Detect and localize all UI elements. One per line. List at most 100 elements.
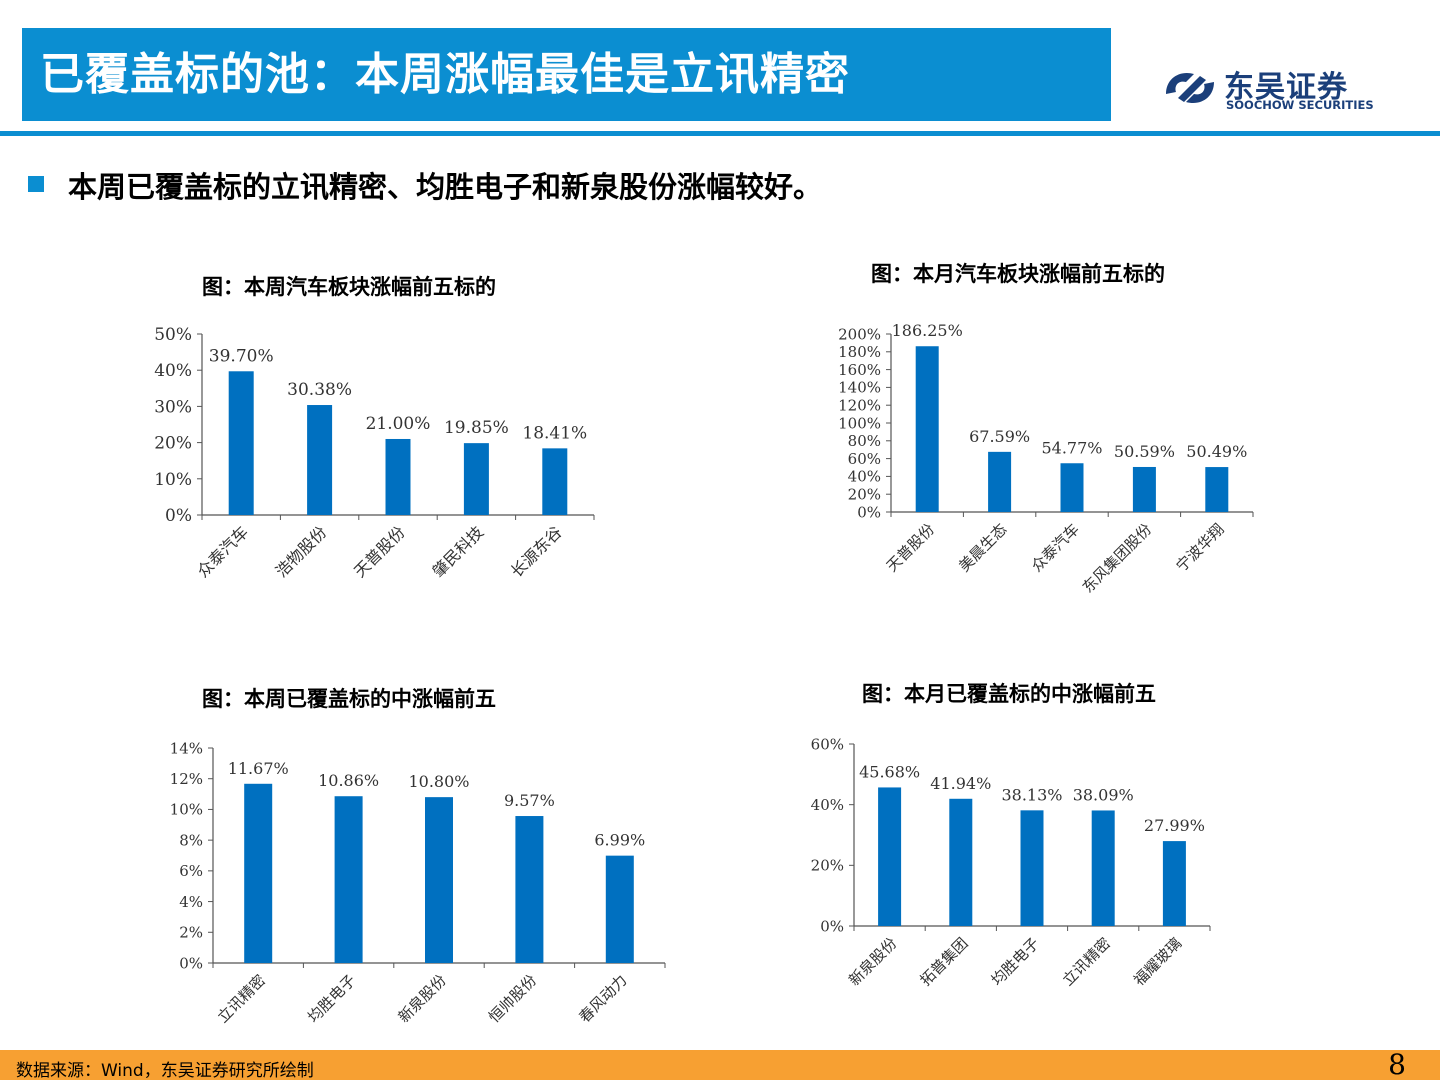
bar: [542, 448, 568, 515]
bullet-square: [28, 176, 44, 192]
y-tick-label: 0%: [179, 954, 203, 972]
data-label: 6.99%: [594, 831, 645, 850]
y-tick-label: 80%: [848, 432, 881, 450]
y-tick-label: 30%: [154, 397, 192, 417]
bar: [1132, 466, 1156, 512]
bar-chart-1: 0% 10% 20% 30% 40% 50% 39.70% 众泰汽车 30.38% 浩物股份 21.…: [154, 325, 595, 581]
logo-name-cn: 东吴证券: [1224, 70, 1348, 105]
y-tick-label: 8%: [179, 831, 203, 849]
bar: [1162, 841, 1186, 926]
y-tick-label: 2%: [179, 924, 203, 942]
header-divider: [0, 131, 1440, 136]
y-tick-label: 200%: [838, 325, 881, 343]
y-tick-label: 40%: [154, 361, 192, 381]
category-label: 众泰汽车: [193, 522, 252, 581]
y-tick-label: 6%: [179, 862, 203, 880]
y-tick-label: 0%: [165, 506, 192, 526]
data-label: 39.70%: [209, 346, 274, 366]
bar-chart-4: 0% 20% 40% 60% 45.68% 新泉股份 41.94% 拓普集团 38.13% 均胜电…: [811, 735, 1211, 989]
category-label: 美晨生态: [955, 520, 1010, 575]
category-label: 福耀玻璃: [1130, 934, 1185, 989]
y-tick-label: 50%: [154, 325, 192, 345]
category-label: 众泰汽车: [1028, 520, 1083, 575]
logo: 东吴证券 SOOCHOW SECURITIES: [1160, 60, 1374, 116]
data-label: 27.99%: [1144, 816, 1205, 835]
data-label: 41.94%: [930, 774, 991, 793]
bar: [228, 371, 254, 515]
y-tick-label: 40%: [848, 468, 881, 486]
page-title: 已覆盖标的池：本周涨幅最佳是立讯精密: [40, 49, 850, 100]
data-label: 18.41%: [522, 423, 587, 443]
data-label: 45.68%: [859, 762, 920, 781]
bar: [949, 798, 973, 926]
bar: [244, 783, 273, 963]
y-tick-label: 20%: [811, 857, 844, 875]
bar: [605, 855, 634, 963]
data-label: 50.49%: [1186, 442, 1247, 461]
category-label: 新泉股份: [395, 971, 450, 1026]
header-bar: 已覆盖标的池：本周涨幅最佳是立讯精密: [22, 28, 1111, 121]
bar: [878, 787, 902, 926]
data-label: 9.57%: [504, 791, 555, 810]
bar-chart-2: 0%20%40%60%80%100%120%140%160%180%200% 18…: [838, 321, 1254, 596]
soochow-logo-icon: [1166, 72, 1214, 104]
bar: [1205, 467, 1229, 512]
y-tick-label: 0%: [857, 503, 881, 521]
data-label: 38.13%: [1001, 785, 1062, 804]
bar: [425, 797, 453, 963]
chart-title-week-covered: 图：本周已覆盖标的中涨幅前五: [202, 687, 496, 711]
category-label: 均胜电子: [304, 971, 359, 1026]
bar-chart-3: 0% 2% 4% 6% 8% 10% 12% 14% 11.67% 立讯精密 10.86% 均胜电子 1…: [170, 739, 666, 1026]
chart-title-week-sector: 图：本周汽车板块涨幅前五标的: [202, 275, 496, 299]
category-label: 宁波华翔: [1172, 520, 1227, 575]
data-label: 67.59%: [969, 427, 1030, 446]
logo-name-en: SOOCHOW SECURITIES: [1226, 98, 1374, 112]
category-label: 长源东谷: [507, 522, 566, 581]
page-number: 8: [1388, 1048, 1406, 1081]
bar: [988, 451, 1012, 512]
category-label: 恒帅股份: [485, 971, 540, 1026]
data-label: 21.00%: [366, 414, 431, 434]
y-tick-label: 4%: [179, 893, 203, 911]
bar: [334, 796, 363, 963]
y-tick-label: 160%: [838, 361, 881, 379]
data-source-note: 数据来源：Wind，东吴证券研究所绘制: [16, 1061, 314, 1081]
data-label: 10.86%: [318, 771, 379, 790]
y-tick-label: 180%: [838, 343, 881, 361]
y-tick-label: 10%: [154, 470, 192, 490]
bar: [515, 816, 544, 963]
data-label: 30.38%: [287, 380, 352, 400]
category-label: 新泉股份: [845, 934, 900, 989]
y-tick-label: 20%: [154, 434, 192, 454]
y-tick-label: 100%: [838, 414, 881, 432]
y-tick-label: 14%: [170, 739, 203, 757]
y-tick-label: 120%: [838, 396, 881, 414]
data-label: 54.77%: [1041, 438, 1102, 457]
bar: [463, 443, 489, 515]
data-label: 186.25%: [892, 321, 963, 340]
data-label: 10.80%: [408, 772, 469, 791]
category-label: 东风集团股份: [1079, 520, 1155, 596]
chart-title-month-sector: 图：本月汽车板块涨幅前五标的: [871, 262, 1165, 286]
y-tick-label: 0%: [820, 917, 844, 935]
y-tick-label: 60%: [848, 450, 881, 468]
category-label: 天普股份: [350, 522, 409, 581]
footer-bar: 数据来源：Wind，东吴证券研究所绘制 8: [0, 1048, 1440, 1081]
category-label: 肇民科技: [429, 522, 488, 581]
bar: [1091, 810, 1115, 926]
bar: [307, 405, 333, 515]
data-label: 19.85%: [444, 418, 509, 438]
category-label: 拓普集团: [916, 934, 971, 989]
y-tick-label: 20%: [848, 485, 881, 503]
bar: [1060, 463, 1084, 512]
subtitle: 本周已覆盖标的立讯精密、均胜电子和新泉股份涨幅较好。: [68, 170, 823, 204]
category-label: 浩物股份: [272, 522, 331, 581]
bar: [915, 346, 939, 512]
data-label: 11.67%: [228, 759, 289, 778]
y-tick-label: 12%: [170, 770, 203, 788]
y-tick-label: 60%: [811, 735, 844, 753]
category-label: 均胜电子: [988, 934, 1043, 989]
data-label: 38.09%: [1073, 785, 1134, 804]
category-label: 春风动力: [575, 971, 630, 1026]
